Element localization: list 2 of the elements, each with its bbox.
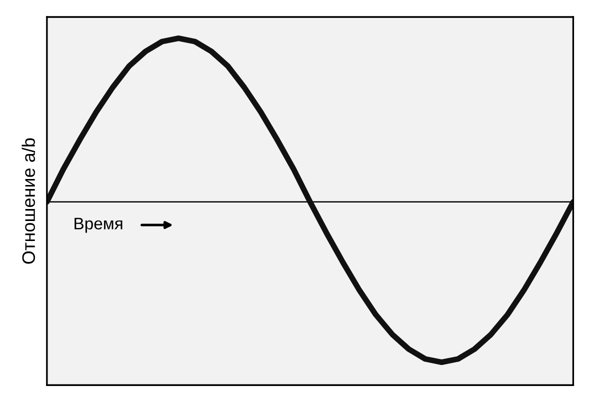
annotation: Время xyxy=(74,218,122,233)
y-axis-title: Отношение a/b xyxy=(22,138,36,264)
